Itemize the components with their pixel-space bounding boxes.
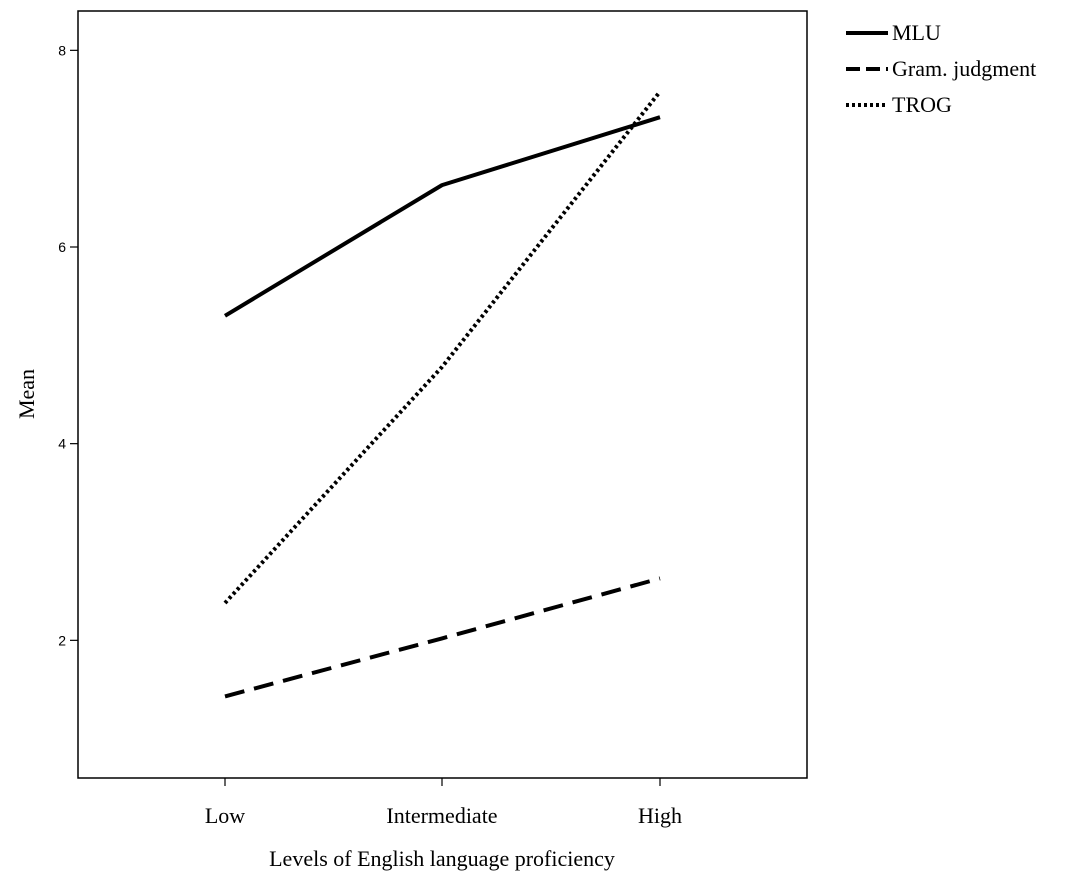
series-lines	[223, 90, 662, 699]
y-tick-label: 8	[58, 42, 66, 58]
x-tick-label: High	[638, 803, 682, 828]
legend: MLU Gram. judgment TROG	[846, 20, 1036, 117]
series-line-trog	[223, 90, 662, 605]
y-axis-ticks: 2 4 6 8	[58, 42, 78, 648]
y-axis-title: Mean	[14, 369, 39, 419]
x-axis-ticks: Low Intermediate High	[205, 778, 682, 828]
x-tick-label: Intermediate	[386, 803, 497, 828]
legend-label: Gram. judgment	[892, 56, 1036, 81]
x-tick-label: Low	[205, 803, 245, 828]
x-axis-title: Levels of English language proficiency	[269, 846, 615, 871]
legend-label: TROG	[892, 92, 952, 117]
series-line-mlu	[223, 115, 661, 318]
plot-frame	[77, 10, 808, 779]
y-tick-label: 4	[58, 436, 66, 452]
series-line-gram-judgment	[224, 576, 661, 699]
y-tick-label: 2	[58, 632, 66, 648]
legend-label: MLU	[892, 20, 941, 45]
y-tick-label: 6	[58, 239, 66, 255]
